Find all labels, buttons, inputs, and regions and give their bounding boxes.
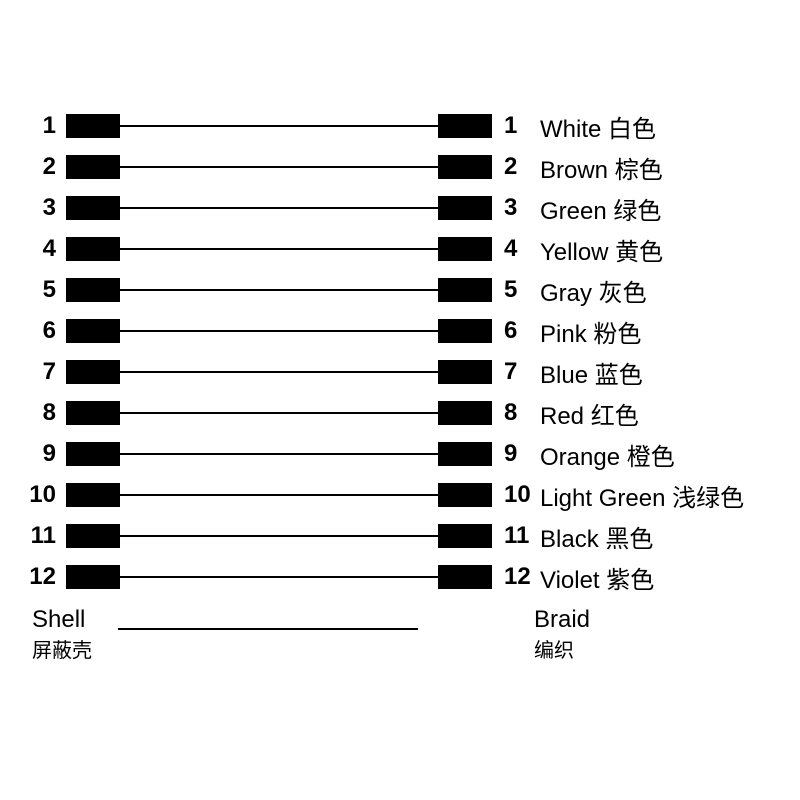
pin-number-right: 5 [504, 276, 540, 304]
pin-number-left: 8 [0, 399, 62, 427]
pin-number-right: 6 [504, 317, 540, 345]
terminal-right [438, 237, 492, 261]
pin-number-right: 3 [504, 194, 540, 222]
braid-label-en: Braid [534, 606, 590, 634]
terminal-left [66, 401, 120, 425]
terminal-left [66, 237, 120, 261]
color-label: Black 黑色 [540, 519, 653, 554]
shell-label-zh: 屏蔽壳 [32, 634, 92, 663]
terminal-right [438, 483, 492, 507]
shell-wire [118, 628, 418, 630]
terminal-left [66, 278, 120, 302]
pin-row: 22Brown 棕色 [0, 153, 800, 181]
terminal-right [438, 114, 492, 138]
wire [120, 125, 438, 127]
wire [120, 289, 438, 291]
terminal-left [66, 114, 120, 138]
color-label: Gray 灰色 [540, 273, 647, 308]
pin-number-right: 2 [504, 153, 540, 181]
pin-number-right: 7 [504, 358, 540, 386]
pin-row: 55Gray 灰色 [0, 276, 800, 304]
pin-number-left: 12 [0, 563, 62, 591]
terminal-left [66, 155, 120, 179]
terminal-right [438, 319, 492, 343]
pin-number-left: 1 [0, 112, 62, 140]
wire [120, 166, 438, 168]
wire [120, 412, 438, 414]
pin-number-right: 8 [504, 399, 540, 427]
pin-number-right: 11 [504, 522, 540, 550]
pin-row: 33Green 绿色 [0, 194, 800, 222]
color-label: Blue 蓝色 [540, 355, 643, 390]
pin-row: 44Yellow 黄色 [0, 235, 800, 263]
color-label: Green 绿色 [540, 191, 661, 226]
color-label: White 白色 [540, 109, 656, 144]
pin-number-left: 3 [0, 194, 62, 222]
terminal-right [438, 360, 492, 384]
terminal-right [438, 278, 492, 302]
pin-number-left: 11 [0, 522, 62, 550]
pin-number-left: 5 [0, 276, 62, 304]
pin-number-right: 1 [504, 112, 540, 140]
color-label: Light Green 浅绿色 [540, 478, 744, 513]
wire [120, 494, 438, 496]
wiring-diagram: 11White 白色22Brown 棕色33Green 绿色44Yellow 黄… [0, 0, 800, 800]
pin-row: 66Pink 粉色 [0, 317, 800, 345]
color-label: Violet 紫色 [540, 560, 654, 595]
wire [120, 576, 438, 578]
pin-number-left: 7 [0, 358, 62, 386]
pin-number-left: 4 [0, 235, 62, 263]
pin-row: 1111Black 黑色 [0, 522, 800, 550]
color-label: Pink 粉色 [540, 314, 641, 349]
wire [120, 207, 438, 209]
pin-row: 77Blue 蓝色 [0, 358, 800, 386]
pin-row: 1010Light Green 浅绿色 [0, 481, 800, 509]
terminal-right [438, 401, 492, 425]
pin-row: 88Red 红色 [0, 399, 800, 427]
terminal-right [438, 155, 492, 179]
wire [120, 248, 438, 250]
wire [120, 453, 438, 455]
color-label: Brown 棕色 [540, 150, 663, 185]
terminal-left [66, 319, 120, 343]
pin-number-right: 12 [504, 563, 540, 591]
wire [120, 371, 438, 373]
pin-number-left: 6 [0, 317, 62, 345]
wire [120, 330, 438, 332]
pin-number-right: 10 [504, 481, 540, 509]
pin-row: 99Orange 橙色 [0, 440, 800, 468]
color-label: Yellow 黄色 [540, 232, 663, 267]
color-label: Red 红色 [540, 396, 639, 431]
terminal-left [66, 442, 120, 466]
terminal-right [438, 565, 492, 589]
pin-number-left: 9 [0, 440, 62, 468]
terminal-left [66, 196, 120, 220]
pin-number-left: 2 [0, 153, 62, 181]
terminal-right [438, 196, 492, 220]
wire [120, 535, 438, 537]
terminal-left [66, 565, 120, 589]
terminal-left [66, 524, 120, 548]
pin-number-left: 10 [0, 481, 62, 509]
shell-label-en: Shell [32, 606, 85, 634]
terminal-left [66, 360, 120, 384]
color-label: Orange 橙色 [540, 437, 675, 472]
pin-number-right: 4 [504, 235, 540, 263]
braid-label-zh: 编织 [534, 634, 574, 663]
terminal-right [438, 524, 492, 548]
terminal-right [438, 442, 492, 466]
pin-row: 1212Violet 紫色 [0, 563, 800, 591]
terminal-left [66, 483, 120, 507]
pin-row: 11White 白色 [0, 112, 800, 140]
pin-number-right: 9 [504, 440, 540, 468]
